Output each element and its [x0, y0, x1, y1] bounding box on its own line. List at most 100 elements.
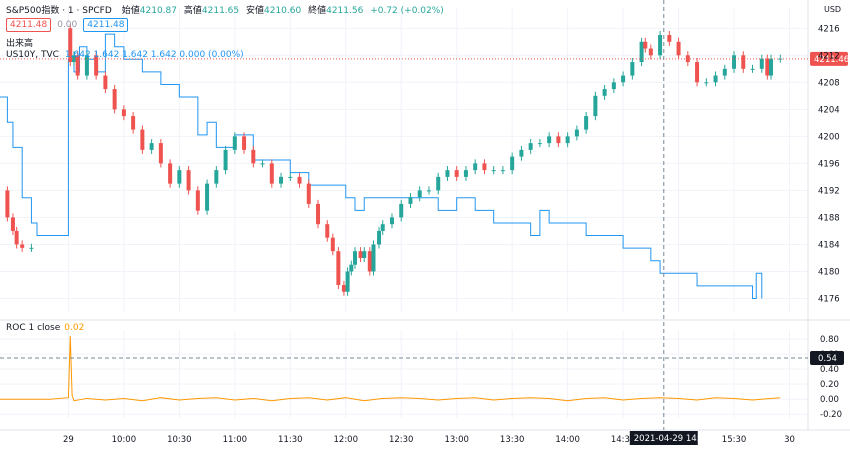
candle: [288, 176, 293, 178]
x-tick-label: 13:30: [500, 435, 525, 445]
candle: [371, 244, 376, 272]
candle: [14, 230, 19, 245]
candle: [750, 68, 755, 70]
candle: [584, 116, 589, 130]
roc-line: [0, 336, 781, 402]
compare-values: 1.642 1.642 1.642 1.642 0.000 (0.00%): [64, 50, 244, 60]
candle: [667, 35, 672, 42]
candle: [537, 143, 542, 145]
candle: [593, 95, 598, 117]
x-tick-label: 13:00: [444, 435, 469, 445]
us10y-line: [0, 33, 763, 299]
candle: [75, 55, 80, 76]
y-tick-label: 4200: [818, 132, 840, 142]
candle: [20, 244, 25, 248]
candle: [676, 41, 681, 56]
candle: [630, 62, 635, 76]
candle: [214, 170, 219, 184]
compare-legend: US10Y, TVC 1.642 1.642 1.642 1.642 0.000…: [6, 50, 244, 60]
y-tick-label: 4180: [818, 267, 840, 277]
candle: [367, 251, 372, 272]
y-tick-label: 4208: [818, 78, 840, 88]
candle: [473, 163, 478, 171]
candle: [732, 55, 737, 69]
x-tick-label: 14:30: [611, 435, 636, 445]
candle: [377, 230, 382, 245]
y-tick-label: 4192: [818, 186, 840, 196]
x-tick-label: 10:30: [167, 435, 192, 445]
candle: [643, 41, 648, 49]
candle: [71, 55, 76, 63]
y-tick-label: 4196: [818, 159, 840, 169]
roc-legend: ROC 1 close 0.02: [6, 323, 84, 333]
candle: [131, 116, 136, 130]
candle: [658, 35, 663, 56]
candle: [765, 58, 770, 76]
candle: [186, 170, 191, 191]
x-tick-label: 10:00: [112, 435, 137, 445]
candle: [648, 48, 653, 56]
candle: [519, 149, 524, 157]
roc-tick-label: 0.00: [820, 395, 839, 405]
candle: [621, 75, 626, 83]
last-price-badge-blue[interactable]: 4211.48: [83, 18, 129, 32]
x-tick-label: 12:00: [334, 435, 359, 445]
candle: [149, 143, 154, 150]
candle: [362, 251, 367, 258]
candle: [639, 41, 644, 63]
candle: [251, 149, 256, 164]
x-tick-label: 12:30: [389, 435, 414, 445]
x-tick-label: 11:00: [223, 435, 248, 445]
candle: [158, 143, 163, 164]
candle: [223, 149, 228, 171]
candle: [500, 170, 505, 172]
crosshair-price-tag: [810, 351, 844, 365]
currency-label: USD: [824, 5, 841, 14]
volume-label[interactable]: 出来高: [6, 39, 34, 49]
candle: [330, 237, 335, 252]
last-price-badge[interactable]: 4211.48: [6, 18, 52, 32]
roc-value: 0.02: [64, 323, 85, 333]
candle: [195, 190, 200, 211]
candle: [574, 129, 579, 137]
candle: [112, 89, 117, 110]
roc-label[interactable]: ROC 1 close: [6, 323, 61, 333]
compare-label[interactable]: US10Y, TVC: [6, 50, 59, 60]
candle: [436, 176, 441, 191]
candle: [260, 163, 265, 165]
x-tick-label: 29: [63, 435, 74, 445]
candle: [242, 136, 247, 150]
candle: [463, 170, 468, 177]
candle: [602, 89, 607, 96]
candle: [168, 163, 173, 184]
candle: [759, 58, 764, 69]
y-tick-label: 4216: [818, 24, 840, 34]
symbol-label[interactable]: S&P500指数 · 1 · SPCFD: [6, 6, 112, 16]
candle: [232, 136, 237, 150]
y-tick-label: 4212: [818, 51, 840, 61]
candle: [445, 170, 450, 177]
candle: [408, 197, 413, 204]
x-tick-label: 30: [784, 435, 795, 445]
candle: [269, 163, 274, 184]
candle: [345, 271, 350, 292]
candle: [482, 163, 487, 171]
ohlc-values: 始値4210.87 高値4211.65 安値4210.60 終値4211.56 …: [121, 6, 444, 16]
candle: [205, 183, 210, 211]
candle: [769, 58, 774, 76]
candle: [528, 143, 533, 150]
candle: [140, 129, 145, 150]
x-tick-label: 15:30: [722, 435, 747, 445]
candle: [84, 55, 89, 76]
candle: [713, 75, 718, 83]
candle: [94, 55, 99, 76]
roc-tick-label: 0.40: [820, 365, 839, 375]
candle: [5, 190, 10, 218]
candle: [103, 75, 108, 90]
candle: [491, 170, 496, 172]
change-zero: 0.00: [57, 20, 78, 30]
crosshair-time-tag: [629, 431, 698, 445]
candle: [611, 82, 616, 90]
